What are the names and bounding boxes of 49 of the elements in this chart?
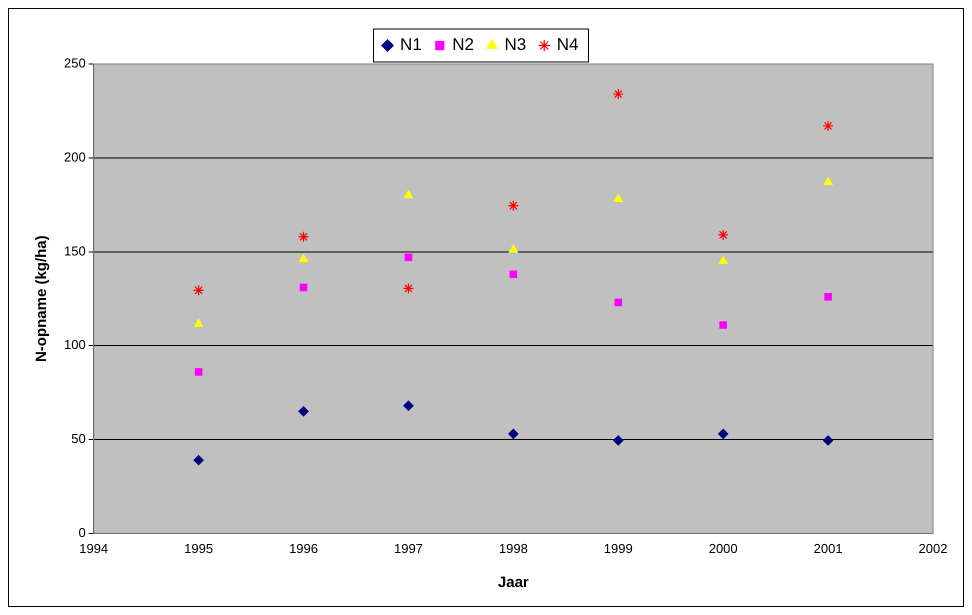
point	[299, 254, 308, 262]
x-tick-label: 2000	[708, 540, 738, 556]
y-tick-label: 0	[78, 524, 86, 540]
x-tick-label: 1998	[498, 540, 528, 556]
point	[824, 293, 832, 301]
point	[508, 244, 518, 253]
point	[508, 428, 518, 439]
point	[404, 254, 412, 262]
y-tick-label: 50	[71, 431, 86, 446]
legend-label: N1	[400, 35, 422, 54]
x-tick-label: 2001	[814, 540, 843, 556]
point	[718, 229, 729, 240]
point	[194, 455, 204, 466]
point	[300, 284, 308, 292]
y-axis-title: N-opname (kg/ha)	[33, 235, 50, 362]
point	[824, 177, 833, 186]
point	[508, 200, 519, 212]
point	[404, 190, 413, 198]
point	[298, 231, 310, 242]
y-tick-label: 250	[64, 56, 86, 71]
x-tick-label: 1994	[79, 540, 108, 556]
point	[614, 194, 623, 202]
x-tick-label: 1995	[184, 540, 214, 556]
point	[822, 120, 834, 132]
point	[718, 428, 728, 439]
y-tick-label: 100	[64, 337, 86, 352]
point	[298, 406, 309, 416]
x-tick-label: 2002	[918, 540, 948, 556]
legend-label: N4	[556, 35, 578, 54]
x-tick-label: 1997	[394, 540, 423, 556]
y-tick-label: 200	[64, 149, 86, 164]
point	[402, 282, 414, 294]
x-tick-label: 1996	[289, 540, 318, 556]
point	[193, 284, 204, 296]
y-tick-label: 150	[64, 243, 86, 258]
point	[194, 318, 204, 327]
legend-label: N3	[504, 35, 526, 54]
point	[822, 435, 834, 446]
point	[612, 88, 624, 100]
point	[403, 400, 414, 411]
legend-label: N2	[452, 35, 474, 54]
point	[614, 298, 622, 306]
point	[718, 256, 728, 264]
point	[719, 321, 727, 329]
x-tick-label: 1999	[604, 540, 633, 556]
x-axis-title: Jaar	[498, 574, 529, 592]
point	[194, 368, 202, 376]
point	[510, 270, 518, 278]
point	[613, 435, 624, 446]
